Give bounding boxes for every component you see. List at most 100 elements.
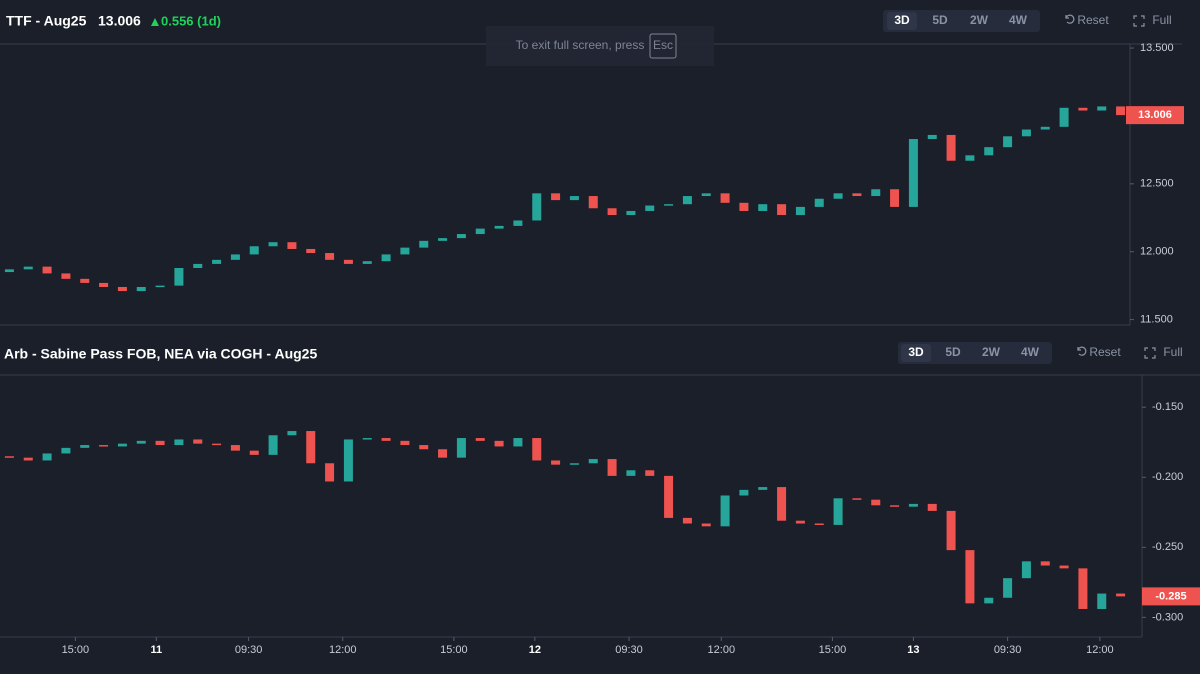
x-tick-label: 12:00 (1086, 644, 1114, 656)
candle-body (701, 193, 711, 197)
candle-body (4, 269, 14, 273)
candle-body (136, 440, 146, 444)
x-tick-label: 15:00 (819, 644, 847, 656)
candle-body (551, 193, 561, 201)
price-tag-label: -0.285 (1155, 590, 1186, 602)
candle-body (890, 505, 900, 507)
candle-body (494, 440, 504, 447)
candle-body (569, 463, 579, 465)
candle-body (720, 495, 730, 527)
range-button[interactable]: 4W (1021, 345, 1040, 359)
range-button[interactable]: 5D (932, 13, 948, 27)
key-box (649, 33, 677, 59)
range-button[interactable]: 2W (970, 13, 989, 27)
candle-body (80, 278, 90, 283)
candle-body (343, 439, 353, 482)
range-button[interactable]: 3D (894, 13, 910, 27)
price-change: 0.556 (1d) (161, 13, 221, 28)
y-tick-label: 11.500 (1140, 313, 1173, 325)
full-icon (1144, 347, 1156, 359)
candle-body (400, 440, 410, 446)
candle-body (984, 597, 994, 604)
reset-button[interactable]: Reset (1089, 345, 1121, 359)
candle-body (249, 450, 259, 455)
candle-body (438, 449, 448, 458)
candle-body (965, 155, 975, 161)
x-tick-label: 15:00 (62, 644, 90, 656)
candle-body (475, 438, 485, 441)
candle-body (230, 254, 240, 260)
reset-button[interactable]: Reset (1077, 13, 1109, 27)
candle-body (645, 205, 655, 211)
candle-body (739, 489, 749, 496)
candle-body (325, 253, 335, 260)
candle-body (626, 470, 636, 476)
x-tick-label: 09:30 (615, 644, 643, 656)
y-tick-label: 13.500 (1140, 42, 1174, 54)
candle-body (795, 520, 805, 524)
range-button[interactable]: 4W (1009, 13, 1028, 27)
candle-body (212, 443, 222, 446)
y-tick-label: -0.200 (1152, 471, 1183, 483)
candle-body (532, 193, 542, 221)
candle-body (965, 550, 975, 604)
candle-body (1097, 106, 1107, 111)
candle-body (984, 147, 994, 156)
x-tick-label: 11 (150, 644, 162, 656)
candle-body (513, 220, 523, 226)
candle-body (1003, 136, 1013, 148)
candle-body (777, 487, 787, 521)
candle-body (871, 189, 881, 197)
full-button[interactable]: Full (1163, 345, 1182, 359)
candle-body (701, 523, 711, 527)
range-active (887, 12, 917, 30)
full-button[interactable]: Full (1152, 13, 1171, 27)
candle-body (287, 431, 297, 436)
y-tick-label: -0.250 (1152, 541, 1183, 553)
y-tick-label: -0.300 (1152, 611, 1183, 623)
candle-body (475, 228, 485, 235)
candle-body (720, 193, 730, 203)
candle-body (927, 134, 937, 140)
x-tick-label: 09:30 (235, 644, 263, 656)
key-label: Esc (653, 38, 673, 52)
candle-body (569, 196, 579, 201)
candle-body (852, 193, 862, 197)
candle-body (1097, 593, 1107, 609)
toast-text: To exit full screen, press (516, 38, 645, 52)
x-tick-label: 12:00 (329, 644, 357, 656)
range-button[interactable]: 5D (945, 345, 961, 359)
candle-body (1078, 107, 1088, 111)
reset-icon (1077, 346, 1087, 356)
candle-body (1021, 561, 1031, 579)
candle-body (682, 196, 692, 205)
last-price: 13.006 (98, 13, 141, 29)
candle-body (1059, 107, 1069, 127)
range-button[interactable]: 3D (908, 345, 924, 359)
candle-body (777, 204, 787, 216)
candle-body (381, 254, 391, 262)
up-arrow (151, 18, 159, 26)
x-tick-label: 12:00 (708, 644, 736, 656)
candle-body (1040, 561, 1050, 566)
candle-body (588, 459, 598, 464)
candle-body (607, 459, 617, 476)
x-tick-label: 13 (907, 644, 919, 656)
candle-body (306, 248, 316, 254)
y-tick-label: -0.150 (1152, 401, 1183, 413)
candle-body (419, 445, 429, 450)
candle-body (61, 447, 71, 454)
y-tick-label: 12.500 (1140, 178, 1174, 190)
candle-body (758, 487, 768, 490)
candle-body (814, 198, 824, 207)
range-button[interactable]: 2W (982, 345, 1001, 359)
candle-body (1059, 565, 1069, 569)
candle-body (117, 286, 127, 292)
candle-body (645, 470, 655, 476)
candle-body (174, 267, 184, 286)
candle-body (814, 523, 824, 526)
range-selector (898, 342, 1052, 364)
x-tick-label: 09:30 (994, 644, 1022, 656)
candle-body (1003, 578, 1013, 598)
